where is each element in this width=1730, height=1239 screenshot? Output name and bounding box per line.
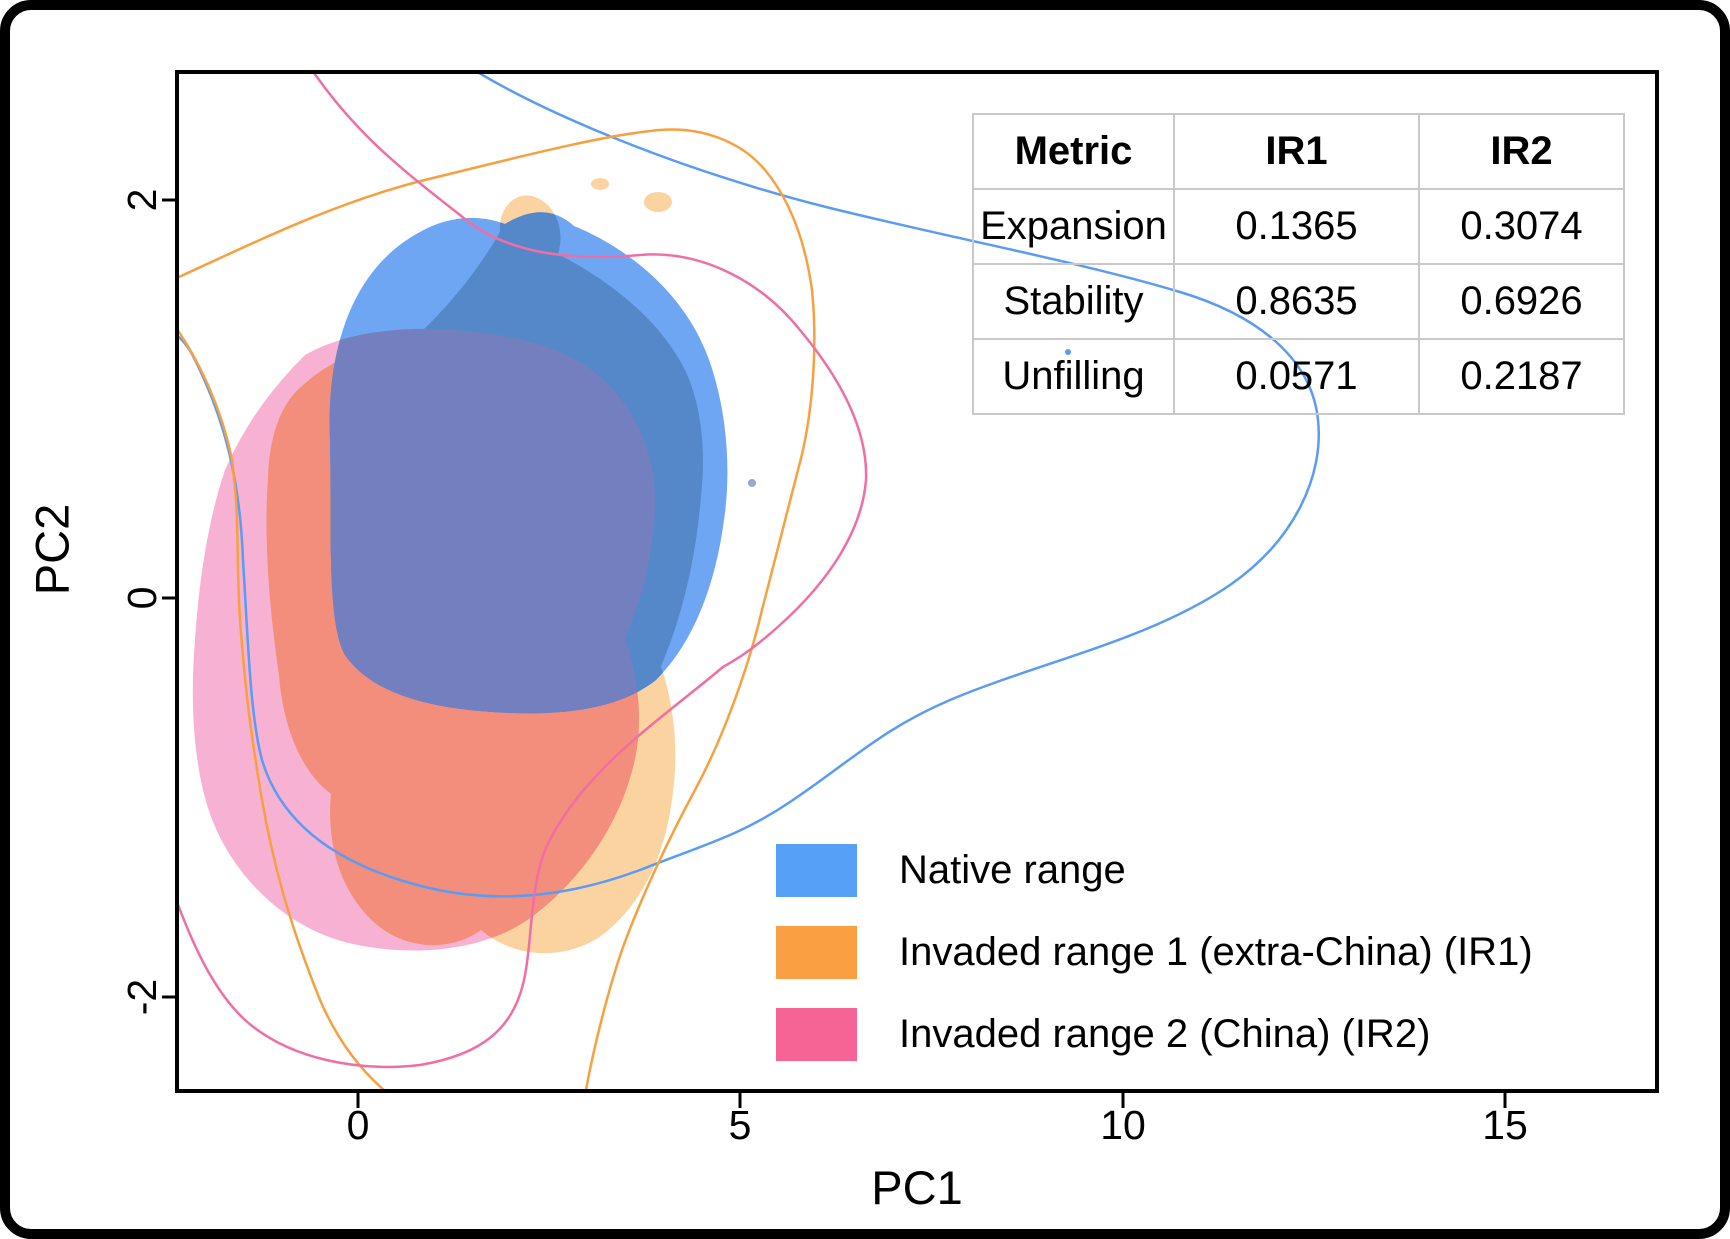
y-tick-label: 0	[119, 586, 165, 610]
metrics-table-header-row: Metric IR1 IR2	[972, 113, 1625, 190]
y-axis-label: PC2	[25, 503, 79, 596]
metric-value: 0.3074	[1418, 188, 1625, 265]
plot-box	[175, 70, 1659, 1093]
ir1-density-speck	[591, 178, 609, 190]
table-row: Unfilling 0.0571 0.2187	[972, 338, 1625, 415]
metric-name: Unfilling	[972, 338, 1175, 415]
ir1-density-speck	[644, 192, 672, 212]
legend-swatch-ir1	[776, 926, 857, 979]
legend-label-ir1: Invaded range 1 (extra-China) (IR1)	[899, 930, 1533, 974]
metrics-header-metric: Metric	[972, 113, 1175, 190]
metric-name: Stability	[972, 263, 1175, 340]
metric-value: 0.6926	[1418, 263, 1625, 340]
ir1-contour-line	[179, 128, 816, 1089]
ir2-contour-line	[179, 74, 868, 1069]
metric-value: 0.2187	[1418, 338, 1625, 415]
metrics-table: Metric IR1 IR2 Expansion 0.1365 0.3074 S…	[972, 113, 1625, 415]
table-row: Stability 0.8635 0.6926	[972, 263, 1625, 340]
ir1-contour-line	[179, 329, 385, 1089]
y-tick-label: 2	[119, 188, 165, 212]
x-tick-label: 10	[1100, 1102, 1146, 1148]
y-tick-label: -2	[119, 978, 165, 1016]
table-row: Expansion 0.1365 0.3074	[972, 188, 1625, 265]
axis-tick-marks	[162, 198, 1507, 1108]
legend-label-ir2: Invaded range 2 (China) (IR2)	[899, 1012, 1431, 1056]
x-axis-label: PC1	[871, 1161, 963, 1214]
legend-label-native: Native range	[899, 848, 1126, 892]
metric-name: Expansion	[972, 188, 1175, 265]
stray-density-dot	[748, 479, 756, 487]
legend-swatch-native	[776, 844, 857, 897]
x-tick-label: 15	[1482, 1102, 1528, 1148]
x-tick-label: 5	[728, 1102, 752, 1148]
metric-value: 0.1365	[1173, 188, 1420, 265]
legend-swatch-ir2	[776, 1008, 857, 1061]
metric-value: 0.8635	[1173, 263, 1420, 340]
metrics-header-ir2: IR2	[1418, 113, 1625, 190]
x-tick-label: 0	[346, 1102, 370, 1148]
metrics-header-ir1: IR1	[1173, 113, 1420, 190]
metric-value: 0.0571	[1173, 338, 1420, 415]
